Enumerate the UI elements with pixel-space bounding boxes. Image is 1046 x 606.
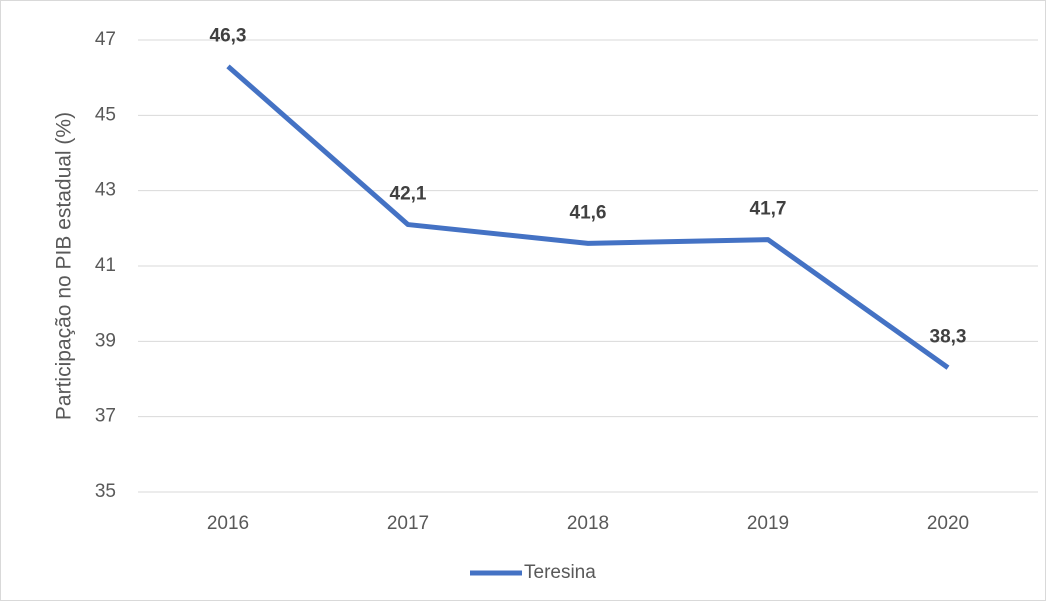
legend-label: Teresina (524, 562, 596, 583)
y-tick-label: 43 (95, 180, 116, 201)
y-tick-label: 37 (95, 406, 116, 427)
data-label: 41,7 (750, 199, 787, 220)
y-tick-label: 35 (95, 481, 116, 502)
x-tick-label: 2017 (387, 513, 429, 534)
y-tick-label: 47 (95, 29, 116, 50)
x-tick-label: 2020 (927, 513, 969, 534)
data-label: 38,3 (930, 327, 967, 348)
y-axis-label: Participação no PIB estadual (%) (53, 112, 76, 420)
y-tick-label: 41 (95, 255, 116, 276)
data-label: 42,1 (390, 184, 427, 205)
x-tick-label: 2018 (567, 513, 609, 534)
x-tick-label: 2019 (747, 513, 789, 534)
data-label: 46,3 (210, 25, 247, 46)
line (226, 64, 950, 370)
x-tick-label: 2016 (207, 513, 249, 534)
data-label: 41,6 (570, 202, 607, 223)
y-tick-label: 45 (95, 104, 116, 125)
y-tick-label: 39 (95, 330, 116, 351)
